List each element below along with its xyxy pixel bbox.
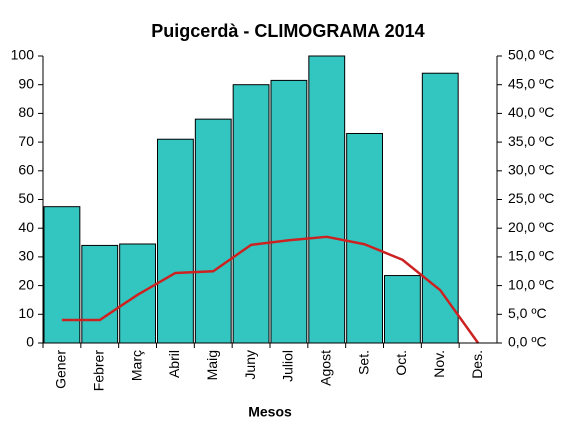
y-tick-label: 100: [11, 47, 35, 63]
y2-tick-label: 0,0 ºC: [508, 334, 547, 350]
bar: [346, 132, 383, 344]
y2-tick-label: 40,0 ºC: [508, 104, 554, 120]
x-tick-label: Maig: [204, 350, 220, 380]
x-tick-label: Des.: [469, 350, 485, 379]
x-tick-label: Nov.: [431, 350, 447, 378]
x-tick-label: Juliol: [280, 350, 296, 382]
y2-tick-label: 50,0 ºC: [508, 47, 554, 63]
y2-tick-label: 25,0 ºC: [508, 190, 554, 206]
bar: [43, 206, 81, 344]
bar: [157, 138, 194, 344]
bar: [308, 55, 346, 344]
y-tick-label: 90: [18, 75, 34, 91]
bar: [81, 244, 119, 344]
bar: [232, 84, 270, 344]
x-tick-label: Agost: [317, 350, 333, 386]
y-tick-label: 20: [18, 276, 34, 292]
x-tick-label: Set.: [355, 350, 371, 375]
y2-tick-label: 15,0 ºC: [508, 248, 554, 264]
x-tick-label: Febrer: [90, 350, 106, 392]
bar: [194, 118, 232, 344]
chart-title: Puigcerdà - CLIMOGRAMA 2014: [151, 21, 424, 41]
y2-tick-label: 30,0 ºC: [508, 162, 554, 178]
x-tick-label: Gener: [53, 350, 69, 389]
y2-tick-label: 20,0 ºC: [508, 219, 554, 235]
y-tick-label: 70: [18, 133, 34, 149]
x-tick-label: Març: [128, 350, 144, 381]
x-tick-label: Oct.: [393, 350, 409, 376]
y-tick-label: 50: [18, 190, 34, 206]
y-tick-label: 40: [18, 219, 34, 235]
y2-tick-label: 35,0 ºC: [508, 133, 554, 149]
x-tick-label: Abril: [166, 350, 182, 378]
y2-tick-label: 10,0 ºC: [508, 276, 554, 292]
bar: [270, 79, 308, 344]
bar: [384, 275, 421, 344]
bar: [421, 72, 459, 344]
x-tick-label: Juny: [242, 350, 258, 380]
y2-tick-label: 45,0 ºC: [508, 75, 554, 91]
y-tick-label: 10: [18, 305, 34, 321]
y-tick-label: 0: [26, 334, 34, 350]
y-tick-label: 80: [18, 104, 34, 120]
y-tick-label: 60: [18, 162, 34, 178]
x-axis-title: Mesos: [248, 404, 292, 420]
y-tick-label: 30: [18, 248, 34, 264]
temperature-line: [61, 235, 480, 344]
y2-tick-label: 5,0 ºC: [508, 305, 547, 321]
